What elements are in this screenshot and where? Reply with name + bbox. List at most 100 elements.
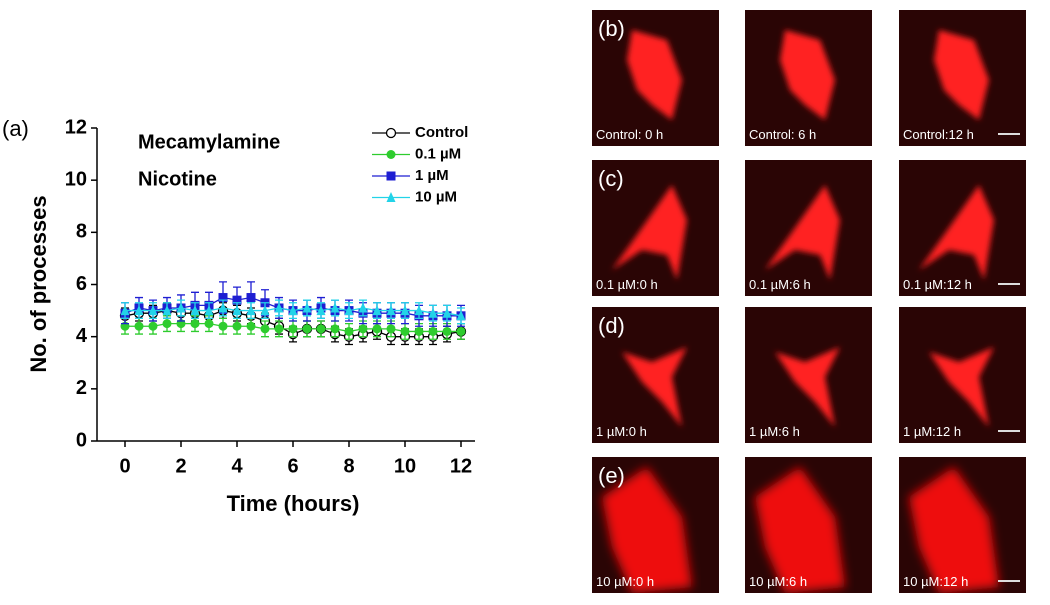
data-point [274, 302, 284, 313]
y-tick-label: 6 [76, 273, 87, 295]
legend-marker [386, 192, 396, 202]
cell [919, 185, 994, 280]
micrograph [775, 347, 840, 427]
data-point [232, 305, 242, 316]
data-point [442, 307, 452, 318]
data-point [330, 302, 340, 313]
legend-marker [386, 150, 396, 159]
data-point [358, 302, 368, 313]
caption: 10 µM:6 h [749, 574, 808, 589]
caption: Control:12 h [903, 127, 974, 142]
data-point [162, 319, 172, 329]
panel-label: (b) [598, 16, 625, 41]
cell [755, 467, 845, 593]
data-point [386, 324, 396, 334]
caption: 10 µM:0 h [596, 574, 655, 589]
data-point [162, 305, 172, 316]
micrograph [929, 347, 994, 427]
data-point [218, 293, 228, 303]
micrograph [602, 467, 692, 593]
caption: Control: 0 h [596, 127, 664, 142]
chart: (a) Time (hours) No. of processes Mecamy… [2, 116, 475, 516]
image-panel: 10 µM:12 h [899, 457, 1026, 593]
image-panel: (e) 10 µM:0 h [592, 457, 719, 593]
cell [929, 347, 994, 427]
data-point [218, 302, 228, 313]
data-point [120, 305, 130, 316]
caption: Control: 6 h [749, 127, 817, 142]
micrograph [934, 30, 989, 120]
data-point [148, 321, 158, 331]
cell [775, 347, 840, 427]
data-point [190, 305, 200, 316]
data-point [358, 324, 368, 334]
micrograph [765, 185, 840, 280]
data-point [246, 305, 256, 316]
y-tick-label: 8 [76, 221, 87, 243]
caption: 1 µM:0 h [596, 424, 647, 439]
data-point [400, 305, 410, 316]
micrograph [755, 467, 845, 593]
data-point [190, 319, 200, 329]
y-tick-label: 2 [76, 377, 87, 399]
caption: 10 µM:12 h [903, 574, 969, 589]
data-point [274, 324, 284, 334]
data-point [344, 326, 354, 336]
data-point [428, 307, 438, 318]
legend-label: Control [415, 124, 468, 141]
data-point [330, 324, 340, 334]
micrograph [780, 30, 835, 120]
data-point [246, 321, 256, 331]
data-point [260, 324, 270, 334]
micrograph [612, 185, 687, 280]
panel-label: (d) [598, 313, 625, 338]
x-tick-label: 8 [343, 455, 354, 477]
scale-bar [998, 133, 1020, 135]
x-tick-label: 6 [287, 455, 298, 477]
data-point [414, 326, 424, 336]
y-axis-title: No. of processes [26, 195, 51, 372]
data-point [456, 326, 466, 336]
data-point [414, 305, 424, 316]
micrograph [909, 467, 999, 593]
data-point [400, 326, 410, 336]
data-point [176, 302, 186, 313]
y-tick-label: 4 [76, 325, 88, 347]
legend-marker [385, 127, 397, 139]
data-point [288, 305, 298, 316]
x-tick-label: 0 [119, 455, 130, 477]
data-point [344, 305, 354, 316]
data-point [148, 305, 158, 316]
cell [602, 467, 692, 593]
data-point [442, 326, 452, 336]
data-point [456, 310, 466, 321]
cell [622, 347, 687, 427]
legend-marker [386, 171, 396, 181]
x-tick-label: 4 [231, 455, 243, 477]
caption: 1 µM:6 h [749, 424, 800, 439]
image-panel: 0.1 µM:6 h [745, 160, 872, 296]
scale-bar [998, 430, 1020, 432]
micrograph [622, 347, 687, 427]
y-tick-label: 10 [65, 168, 87, 190]
cell [780, 30, 835, 120]
image-panel: 0.1 µM:12 h [899, 160, 1026, 296]
data-point [386, 305, 396, 316]
image-panel: (d) 1 µM:0 h [592, 307, 719, 443]
caption: 0.1 µM:0 h [596, 277, 658, 292]
y-tick-label: 12 [65, 116, 87, 138]
data-point [302, 324, 312, 334]
x-tick-label: 10 [394, 455, 416, 477]
cell [909, 467, 999, 593]
data-point [232, 321, 242, 331]
legend-label: 10 µM [415, 188, 457, 205]
data-point [218, 321, 228, 331]
image-panel: (b) Control: 0 h [592, 10, 719, 146]
cell [627, 30, 682, 120]
data-point [134, 321, 144, 331]
micrograph [627, 30, 682, 120]
caption: 1 µM:12 h [903, 424, 962, 439]
data-point [428, 326, 438, 336]
data-point [260, 305, 270, 316]
